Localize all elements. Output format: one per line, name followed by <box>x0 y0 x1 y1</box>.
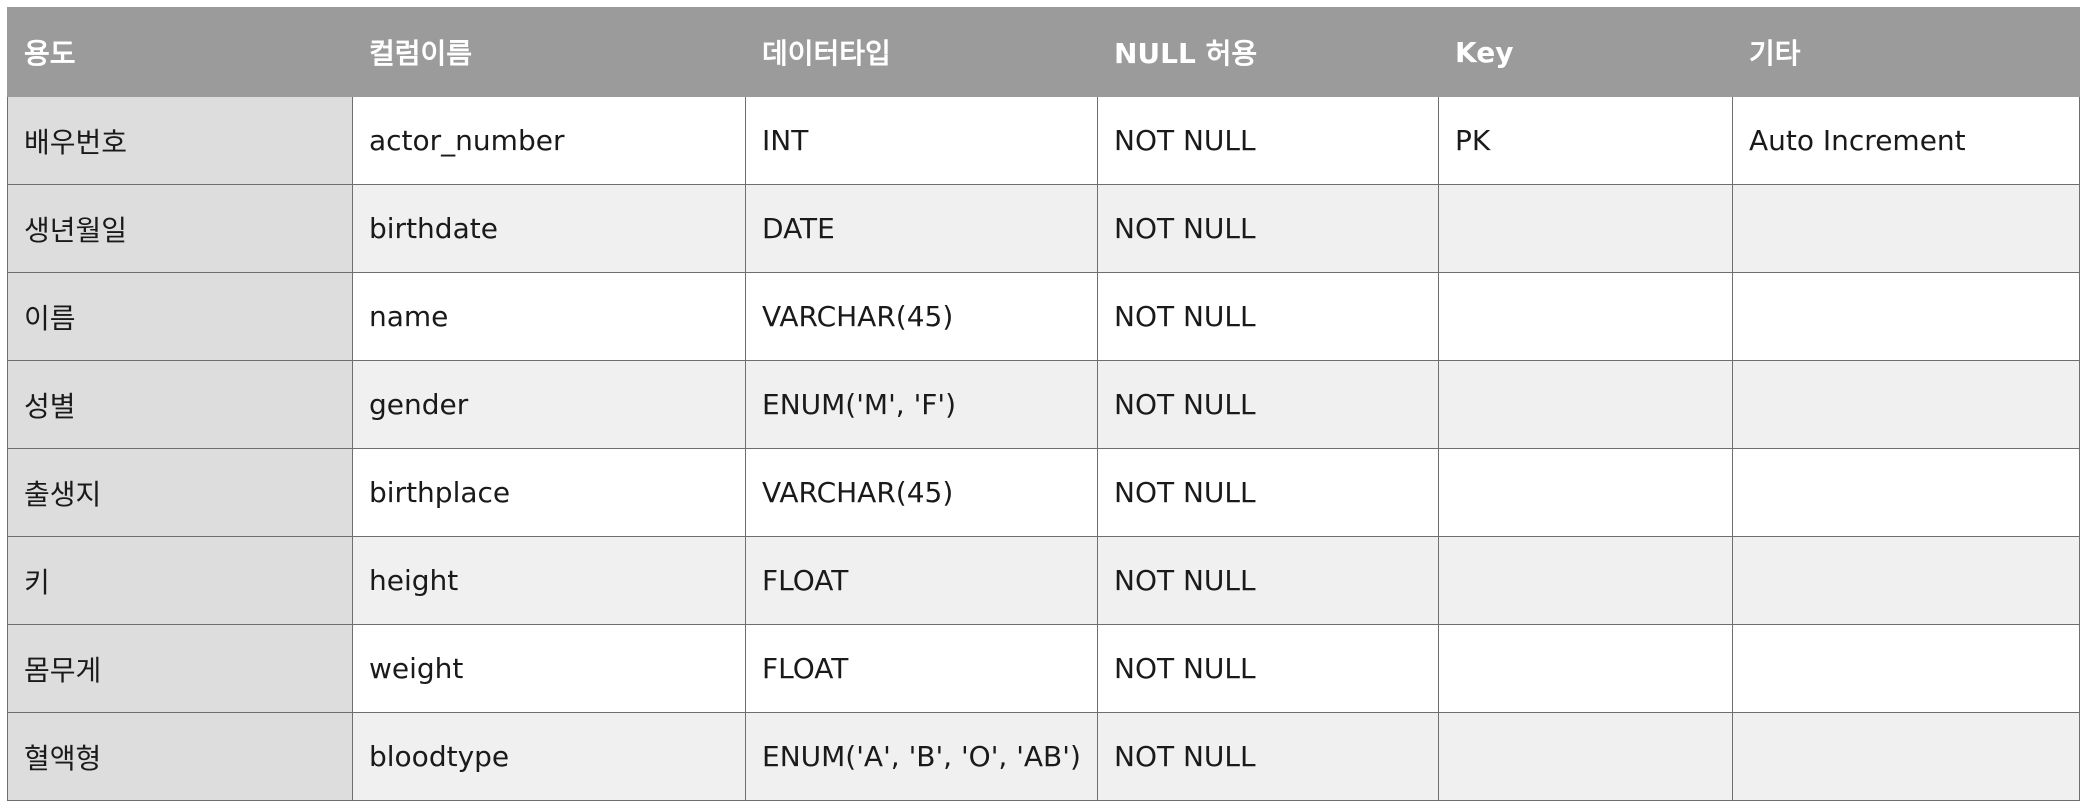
key-cell <box>1438 624 1733 713</box>
null-allowed-cell: NOT NULL <box>1097 360 1439 449</box>
column-name-cell: weight <box>352 624 746 713</box>
table-row: 생년월일 birthdate DATE NOT NULL <box>7 184 2080 273</box>
purpose-cell: 출생지 <box>7 448 353 537</box>
null-allowed-cell: NOT NULL <box>1097 536 1439 625</box>
data-type-cell: DATE <box>745 184 1098 273</box>
key-cell <box>1438 448 1733 537</box>
header-data-type: 데이터타입 <box>745 7 1098 97</box>
data-type-cell: ENUM('M', 'F') <box>745 360 1098 449</box>
purpose-cell: 배우번호 <box>7 96 353 185</box>
data-type-cell: FLOAT <box>745 536 1098 625</box>
schema-table: 용도 컬럼이름 데이터타입 NULL 허용 Key 기타 배우번호 actor_… <box>7 7 2080 801</box>
null-allowed-cell: NOT NULL <box>1097 272 1439 361</box>
null-allowed-cell: NOT NULL <box>1097 712 1439 801</box>
key-cell <box>1438 360 1733 449</box>
header-null-allowed: NULL 허용 <box>1097 7 1439 97</box>
purpose-cell: 몸무게 <box>7 624 353 713</box>
etc-cell: Auto Increment <box>1732 96 2080 185</box>
column-name-cell: birthdate <box>352 184 746 273</box>
column-name-cell: height <box>352 536 746 625</box>
header-purpose: 용도 <box>7 7 353 97</box>
etc-cell <box>1732 712 2080 801</box>
data-type-cell: ENUM('A', 'B', 'O', 'AB') <box>745 712 1098 801</box>
etc-cell <box>1732 272 2080 361</box>
column-name-cell: birthplace <box>352 448 746 537</box>
key-cell <box>1438 184 1733 273</box>
header-etc: 기타 <box>1732 7 2080 97</box>
purpose-cell: 이름 <box>7 272 353 361</box>
null-allowed-cell: NOT NULL <box>1097 184 1439 273</box>
key-cell: PK <box>1438 96 1733 185</box>
header-row: 용도 컬럼이름 데이터타입 NULL 허용 Key 기타 <box>7 7 2080 97</box>
data-type-cell: INT <box>745 96 1098 185</box>
column-name-cell: gender <box>352 360 746 449</box>
column-name-cell: bloodtype <box>352 712 746 801</box>
key-cell <box>1438 712 1733 801</box>
purpose-cell: 혈액형 <box>7 712 353 801</box>
key-cell <box>1438 536 1733 625</box>
key-cell <box>1438 272 1733 361</box>
data-type-cell: VARCHAR(45) <box>745 272 1098 361</box>
etc-cell <box>1732 448 2080 537</box>
etc-cell <box>1732 536 2080 625</box>
etc-cell <box>1732 624 2080 713</box>
purpose-cell: 생년월일 <box>7 184 353 273</box>
table-row: 혈액형 bloodtype ENUM('A', 'B', 'O', 'AB') … <box>7 712 2080 801</box>
purpose-cell: 키 <box>7 536 353 625</box>
data-type-cell: FLOAT <box>745 624 1098 713</box>
data-type-cell: VARCHAR(45) <box>745 448 1098 537</box>
column-name-cell: name <box>352 272 746 361</box>
header-column-name: 컬럼이름 <box>352 7 746 97</box>
purpose-cell: 성별 <box>7 360 353 449</box>
table-row: 키 height FLOAT NOT NULL <box>7 536 2080 625</box>
header-key: Key <box>1438 7 1733 97</box>
etc-cell <box>1732 184 2080 273</box>
table-row: 이름 name VARCHAR(45) NOT NULL <box>7 272 2080 361</box>
null-allowed-cell: NOT NULL <box>1097 448 1439 537</box>
column-name-cell: actor_number <box>352 96 746 185</box>
table-row: 성별 gender ENUM('M', 'F') NOT NULL <box>7 360 2080 449</box>
table-row: 몸무게 weight FLOAT NOT NULL <box>7 624 2080 713</box>
table-row: 출생지 birthplace VARCHAR(45) NOT NULL <box>7 448 2080 537</box>
null-allowed-cell: NOT NULL <box>1097 624 1439 713</box>
etc-cell <box>1732 360 2080 449</box>
null-allowed-cell: NOT NULL <box>1097 96 1439 185</box>
table-row: 배우번호 actor_number INT NOT NULL PK Auto I… <box>7 96 2080 185</box>
